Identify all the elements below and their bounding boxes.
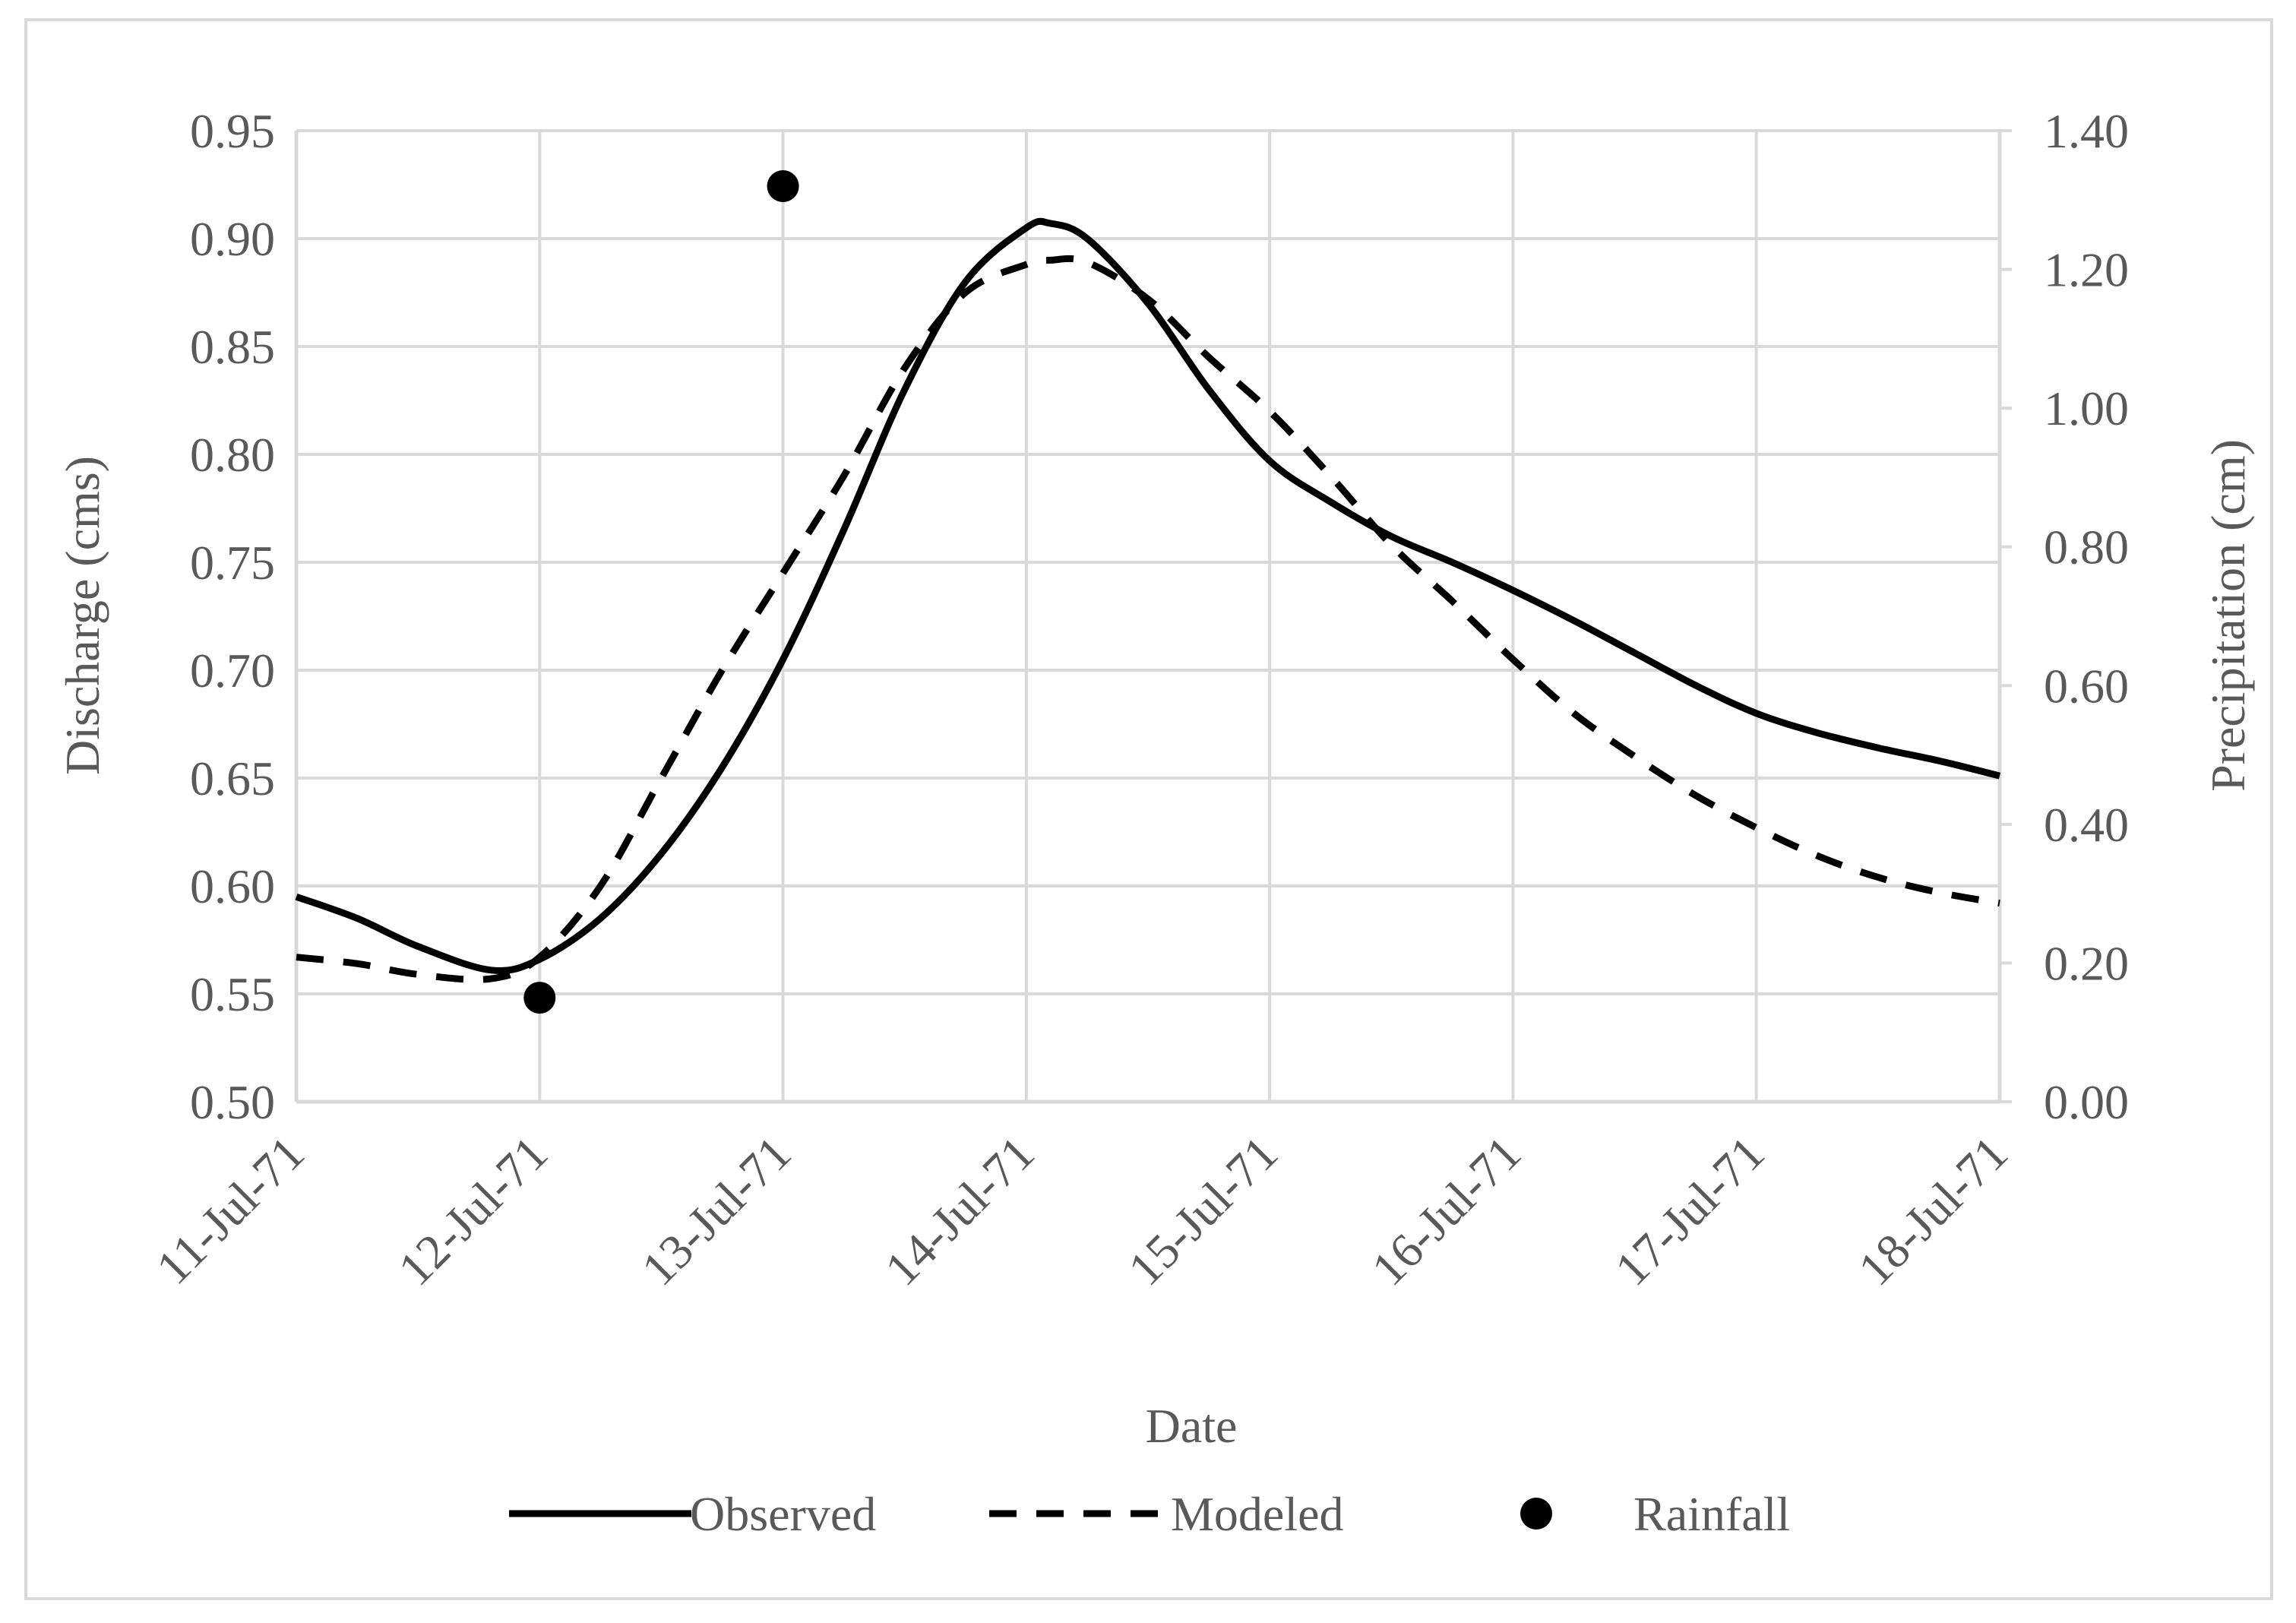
y-tick-label: 0.85 bbox=[190, 320, 275, 374]
modeled-line bbox=[296, 255, 2000, 983]
y-axis-title: Discharge (cms) bbox=[55, 456, 109, 775]
legend-rainfall-marker bbox=[1520, 1498, 1552, 1530]
y2-tick-label: 0.40 bbox=[2044, 798, 2129, 852]
rainfall-point bbox=[523, 982, 556, 1014]
y-tick-label: 0.55 bbox=[190, 967, 275, 1021]
y2-tick-label: 1.20 bbox=[2044, 243, 2129, 297]
legend-rainfall-label: Rainfall bbox=[1633, 1487, 1790, 1541]
y2-tick-label: 0.00 bbox=[2044, 1075, 2129, 1129]
axes bbox=[294, 129, 2012, 1104]
y2-tick-label: 1.40 bbox=[2044, 104, 2129, 158]
legend-observed-label: Observed bbox=[690, 1487, 876, 1541]
y2-tick-label: 0.80 bbox=[2044, 520, 2129, 574]
y2-axis-title: Precipitation (cm) bbox=[2201, 439, 2255, 792]
legend-modeled-label: Modeled bbox=[1171, 1487, 1344, 1541]
x-axis-title: Date bbox=[1146, 1399, 1238, 1453]
legend: Observed Modeled Rainfall bbox=[509, 1487, 1790, 1541]
y2-tick-label: 1.00 bbox=[2044, 381, 2129, 435]
y-tick-label: 0.70 bbox=[190, 644, 275, 698]
chart-border bbox=[24, 18, 2273, 1600]
y-tick-label: 0.60 bbox=[190, 859, 275, 913]
series-layer bbox=[295, 170, 2001, 1014]
y-tick-label: 0.80 bbox=[190, 428, 275, 482]
y2-tick-label: 0.60 bbox=[2044, 659, 2129, 713]
y-tick-label: 0.95 bbox=[190, 104, 275, 158]
y-tick-label: 0.65 bbox=[190, 751, 275, 805]
rainfall-point bbox=[767, 170, 799, 203]
y-tick-label: 0.90 bbox=[190, 212, 275, 266]
observed-line bbox=[295, 217, 2001, 974]
y-tick-label: 0.50 bbox=[190, 1075, 275, 1129]
y-tick-label: 0.75 bbox=[190, 536, 275, 590]
y2-tick-label: 0.20 bbox=[2044, 936, 2129, 990]
